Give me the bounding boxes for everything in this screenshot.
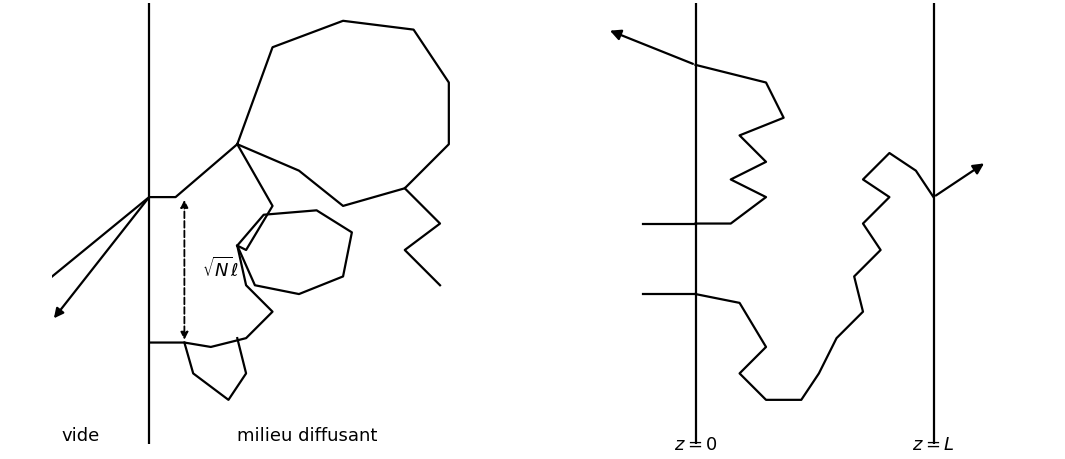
Text: $z=0$: $z=0$ — [674, 435, 718, 453]
Text: $z=L$: $z=L$ — [913, 435, 955, 453]
Text: vide: vide — [61, 426, 99, 444]
Text: $\sqrt{N}\ell$: $\sqrt{N}\ell$ — [202, 256, 239, 280]
Text: milieu diffusant: milieu diffusant — [237, 426, 378, 444]
